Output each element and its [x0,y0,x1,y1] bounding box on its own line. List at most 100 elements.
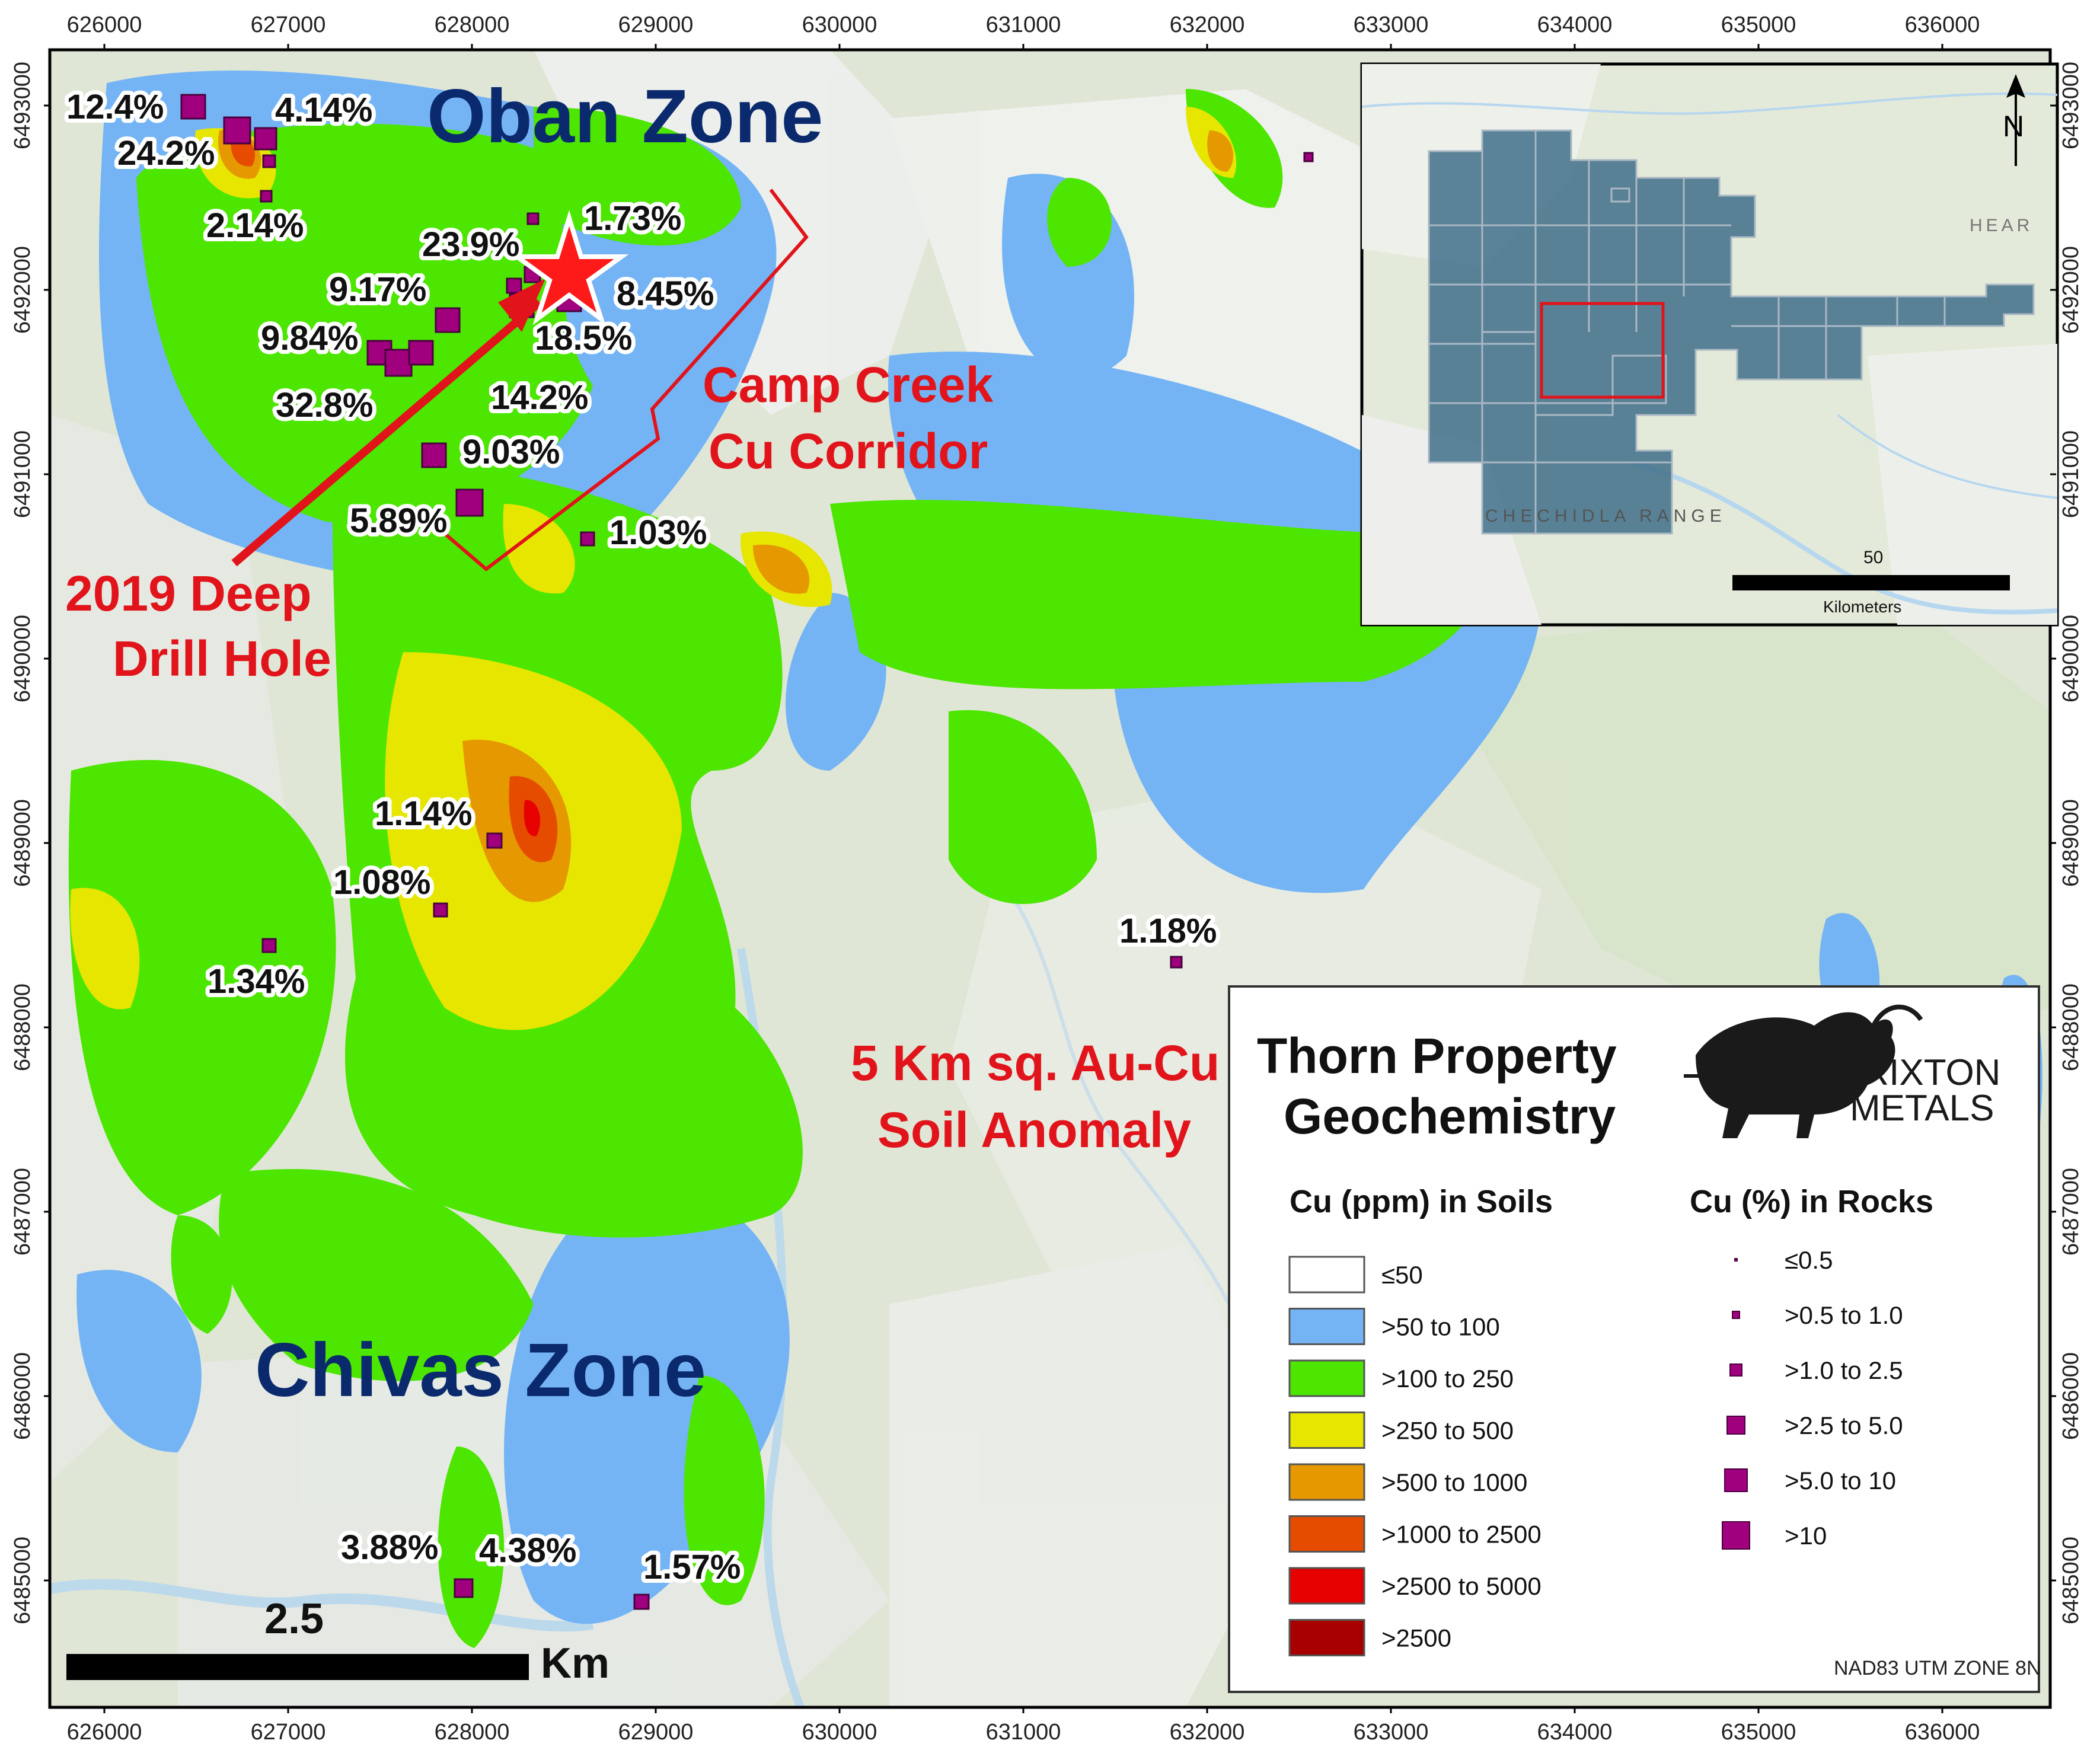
easting-tick-label: 626000 [67,1720,142,1745]
northing-tick-label: 6488000 [2058,983,2083,1071]
soil-legend-swatch [1288,1412,1365,1449]
assay-label: 1.08% [333,863,430,902]
northing-tick-label: 6493000 [2058,62,2083,149]
northing-tick-label: 6486000 [2058,1352,2083,1440]
soil-legend-swatch [1288,1463,1365,1501]
assay-label: 24.2% [117,134,215,173]
soil-legend-label: >250 to 500 [1381,1417,1514,1445]
inset-scale-bar [1732,575,2010,590]
inset-range-label: CHECHIDLA RANGE [1485,506,1726,526]
rock-legend-label: >10 [1785,1522,1827,1550]
easting-tick-label: 626000 [67,12,142,37]
soil-legend-swatch [1288,1515,1365,1553]
soil-legend-label: >50 to 100 [1381,1313,1500,1341]
rock-legend-label: ≤0.5 [1785,1246,1833,1274]
soil-legend-label: >100 to 250 [1381,1365,1514,1393]
rock-legend-label: >1.0 to 2.5 [1785,1356,1903,1384]
rock-legend-symbol [1732,1311,1740,1319]
easting-tick-label: 636000 [1905,12,1980,37]
northing-tick-label: 6489000 [10,799,35,887]
easting-tick-label: 631000 [986,1720,1061,1745]
northing-tick-label: 6490000 [10,615,35,702]
assay-label: 23.9% [422,225,519,264]
chivas-zone-label: Chivas Zone [255,1328,706,1413]
northing-tick-label: 6488000 [10,983,35,1071]
assay-label: 1.18% [1119,912,1217,950]
legend-title-line1: Thorn Property [1257,1028,1617,1084]
assay-label: 1.73% [584,199,681,238]
assay-label: 9.03% [462,433,560,471]
soil-legend-swatch [1288,1619,1365,1656]
rock-legend-label: >0.5 to 1.0 [1785,1301,1903,1329]
soil-anomaly-label-line1: 5 Km sq. Au-Cu [851,1035,1220,1091]
assay-label: 3.88% [341,1528,438,1567]
camp-creek-corridor-outline [443,189,809,571]
northing-tick-label: 6493000 [10,62,35,149]
easting-tick-label: 635000 [1721,12,1796,37]
soil-legend-swatch [1288,1567,1365,1605]
inset-map[interactable]: CHECHIDLA RANGE HEAR N 50 Kilometers [1360,62,2059,627]
inset-scale-value: 50 [1863,548,1883,567]
scale-bar-unit: Km [541,1640,609,1687]
brixton-bull-logo: BRIXTON METALS [1684,1004,2000,1138]
datum-label: NAD83 UTM ZONE 8N [1834,1657,2041,1679]
northing-tick-label: 6492000 [2058,246,2083,334]
drill-hole-label-line1: 2019 Deep [65,566,312,621]
drill-hole-trace [231,299,542,567]
soil-legend-swatch [1288,1359,1365,1397]
map-scale-bar: 2.5 Km [66,1595,609,1687]
inset-scale-unit: Kilometers [1823,598,1901,616]
rock-legend-symbol [1726,1416,1745,1435]
easting-tick-label: 634000 [1537,12,1613,37]
rock-legend-label: >2.5 to 5.0 [1785,1412,1903,1439]
company-name-line1: BRIXTON [1838,1052,2000,1093]
assay-label: 12.4% [66,88,164,126]
soil-legend-swatch [1288,1308,1365,1345]
soil-anomaly-label-line2: Soil Anomaly [877,1102,1191,1158]
assay-label: 18.5% [535,319,632,357]
soil-legend-label: >500 to 1000 [1381,1468,1527,1496]
assay-label: 1.03% [609,513,707,552]
easting-tick-label: 627000 [251,1720,326,1745]
northing-tick-label: 6487000 [2058,1168,2083,1256]
rock-assay-labels: 12.4% 4.14% 24.2% 2.14% 1.73% 23.9% 9.17… [62,84,1221,1591]
rocks-legend-heading: Cu (%) in Rocks [1690,1184,1933,1219]
easting-tick-label: 636000 [1905,1720,1980,1745]
easting-tick-label: 629000 [618,12,694,37]
legend-panel: Thorn Property Geochemistry BRIXTON META… [1228,985,2041,1693]
property-location-box [1540,302,1665,399]
assay-label: 14.2% [491,378,588,417]
coordinate-ticks: 626000 626000 627000 627000 628000 628000 6290… [10,12,2083,1745]
rock-legend-symbol [1734,1258,1738,1262]
oban-zone-label: Oban Zone [427,74,823,159]
northing-tick-label: 6491000 [2058,430,2083,518]
northing-tick-label: 6485000 [10,1537,35,1624]
northing-tick-label: 6489000 [2058,799,2083,887]
easting-tick-label: 630000 [802,1720,877,1745]
inset-edge-label: HEAR [1970,216,2033,235]
easting-tick-label: 633000 [1354,12,1429,37]
northing-tick-label: 6491000 [10,430,35,518]
northing-tick-label: 6486000 [10,1352,35,1440]
drill-collar-star [509,210,629,325]
camp-creek-label-line1: Camp Creek [703,357,994,413]
assay-label: 1.34% [208,962,305,1001]
north-arrow-icon: N [2003,74,2025,166]
easting-tick-label: 628000 [435,1720,510,1745]
drill-hole-arrowhead [498,279,545,332]
rock-legend-list: ≤0.5 >0.5 to 1.0 >1.0 to 2.5 >2.5 to 5.0 >5.… [1722,1246,1903,1550]
scale-bar-value: 2.5 [264,1595,324,1643]
north-label: N [2003,110,2024,143]
rock-legend-symbol [1722,1521,1750,1550]
northing-tick-label: 6490000 [2058,615,2083,702]
rock-legend-label: >5.0 to 10 [1785,1467,1896,1494]
easting-tick-label: 633000 [1354,1720,1429,1745]
easting-tick-label: 632000 [1170,1720,1245,1745]
soil-legend-swatch [1288,1256,1365,1294]
soil-legend-label: >2500 [1381,1624,1451,1652]
assay-label: 32.8% [276,386,373,424]
company-name-line2: METALS [1850,1088,1994,1129]
easting-tick-label: 635000 [1721,1720,1796,1745]
easting-tick-label: 628000 [435,12,510,37]
